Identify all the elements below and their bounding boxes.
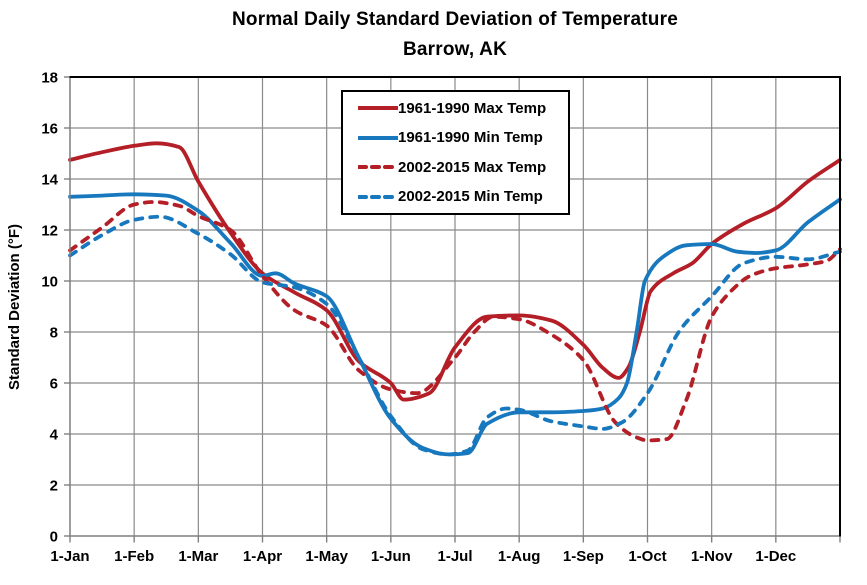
x-tick-label: 1-Nov bbox=[691, 548, 733, 565]
y-axis-tick-labels: 0 2 4 6 8 10 12 14 16 18 bbox=[41, 70, 58, 546]
legend-item: 1961-1990 Min Temp bbox=[343, 125, 568, 151]
legend-item-label: 2002-2015 Min Temp bbox=[398, 188, 543, 206]
x-tick-label: 1-Sep bbox=[563, 548, 604, 565]
y-tick-label: 18 bbox=[41, 70, 58, 87]
y-tick-label: 8 bbox=[50, 325, 58, 342]
x-tick-label: 1-Jun bbox=[371, 548, 411, 565]
legend-line-sample bbox=[358, 135, 398, 140]
x-tick-label: 1-Oct bbox=[628, 548, 666, 565]
legend-item: 2002-2015 Min Temp bbox=[343, 184, 568, 210]
legend-line-sample bbox=[358, 165, 398, 170]
y-tick-label: 0 bbox=[50, 529, 58, 546]
y-tick-label: 14 bbox=[41, 172, 58, 189]
x-tick-label: 1-Apr bbox=[243, 548, 282, 565]
legend-line-sample bbox=[358, 106, 398, 111]
x-tick-label: 1-Mar bbox=[178, 548, 218, 565]
x-tick-label: 1-Jan bbox=[50, 548, 89, 565]
x-tick-label: 1-May bbox=[305, 548, 348, 565]
legend-item: 2002-2015 Max Temp bbox=[343, 154, 568, 180]
y-tick-label: 12 bbox=[41, 223, 58, 240]
series-line-1961-1990-max-temp bbox=[68, 141, 842, 402]
series-curves bbox=[68, 141, 842, 457]
chart-subtitle: Barrow, AK bbox=[402, 39, 508, 60]
x-tick-label: 1-Aug bbox=[498, 548, 541, 565]
series-line-2002-2015-min-temp bbox=[68, 214, 842, 457]
legend: 1961-1990 Max Temp 1961-1990 Min Temp 2002… bbox=[341, 90, 570, 215]
x-tick-label: 1-Dec bbox=[755, 548, 796, 565]
chart-title: Normal Daily Standard Deviation of Tempe… bbox=[232, 9, 678, 30]
series-line-2002-2015-max-temp bbox=[68, 200, 842, 443]
y-tick-label: 4 bbox=[50, 427, 59, 444]
y-tick-label: 16 bbox=[41, 121, 58, 138]
legend-item: 1961-1990 Max Temp bbox=[343, 95, 568, 121]
y-tick-label: 2 bbox=[50, 478, 58, 495]
legend-item-label: 1961-1990 Min Temp bbox=[398, 129, 543, 147]
y-axis-title: Standard Deviation (°F) bbox=[6, 224, 23, 390]
series-line-1961-1990-min-temp bbox=[68, 192, 842, 457]
legend-line-sample bbox=[358, 194, 398, 199]
axis-ticks bbox=[64, 76, 841, 543]
legend-item-label: 2002-2015 Max Temp bbox=[398, 158, 547, 176]
y-tick-label: 10 bbox=[41, 274, 58, 291]
x-tick-label: 1-Feb bbox=[114, 548, 154, 565]
y-tick-label: 6 bbox=[50, 376, 58, 393]
x-tick-label: 1-Jul bbox=[437, 548, 472, 565]
x-axis-tick-labels: 1-Jan 1-Feb 1-Mar 1-Apr 1-May 1-Jun 1-Jul 1-Aug… bbox=[50, 548, 796, 565]
legend-item-label: 1961-1990 Max Temp bbox=[398, 99, 547, 117]
